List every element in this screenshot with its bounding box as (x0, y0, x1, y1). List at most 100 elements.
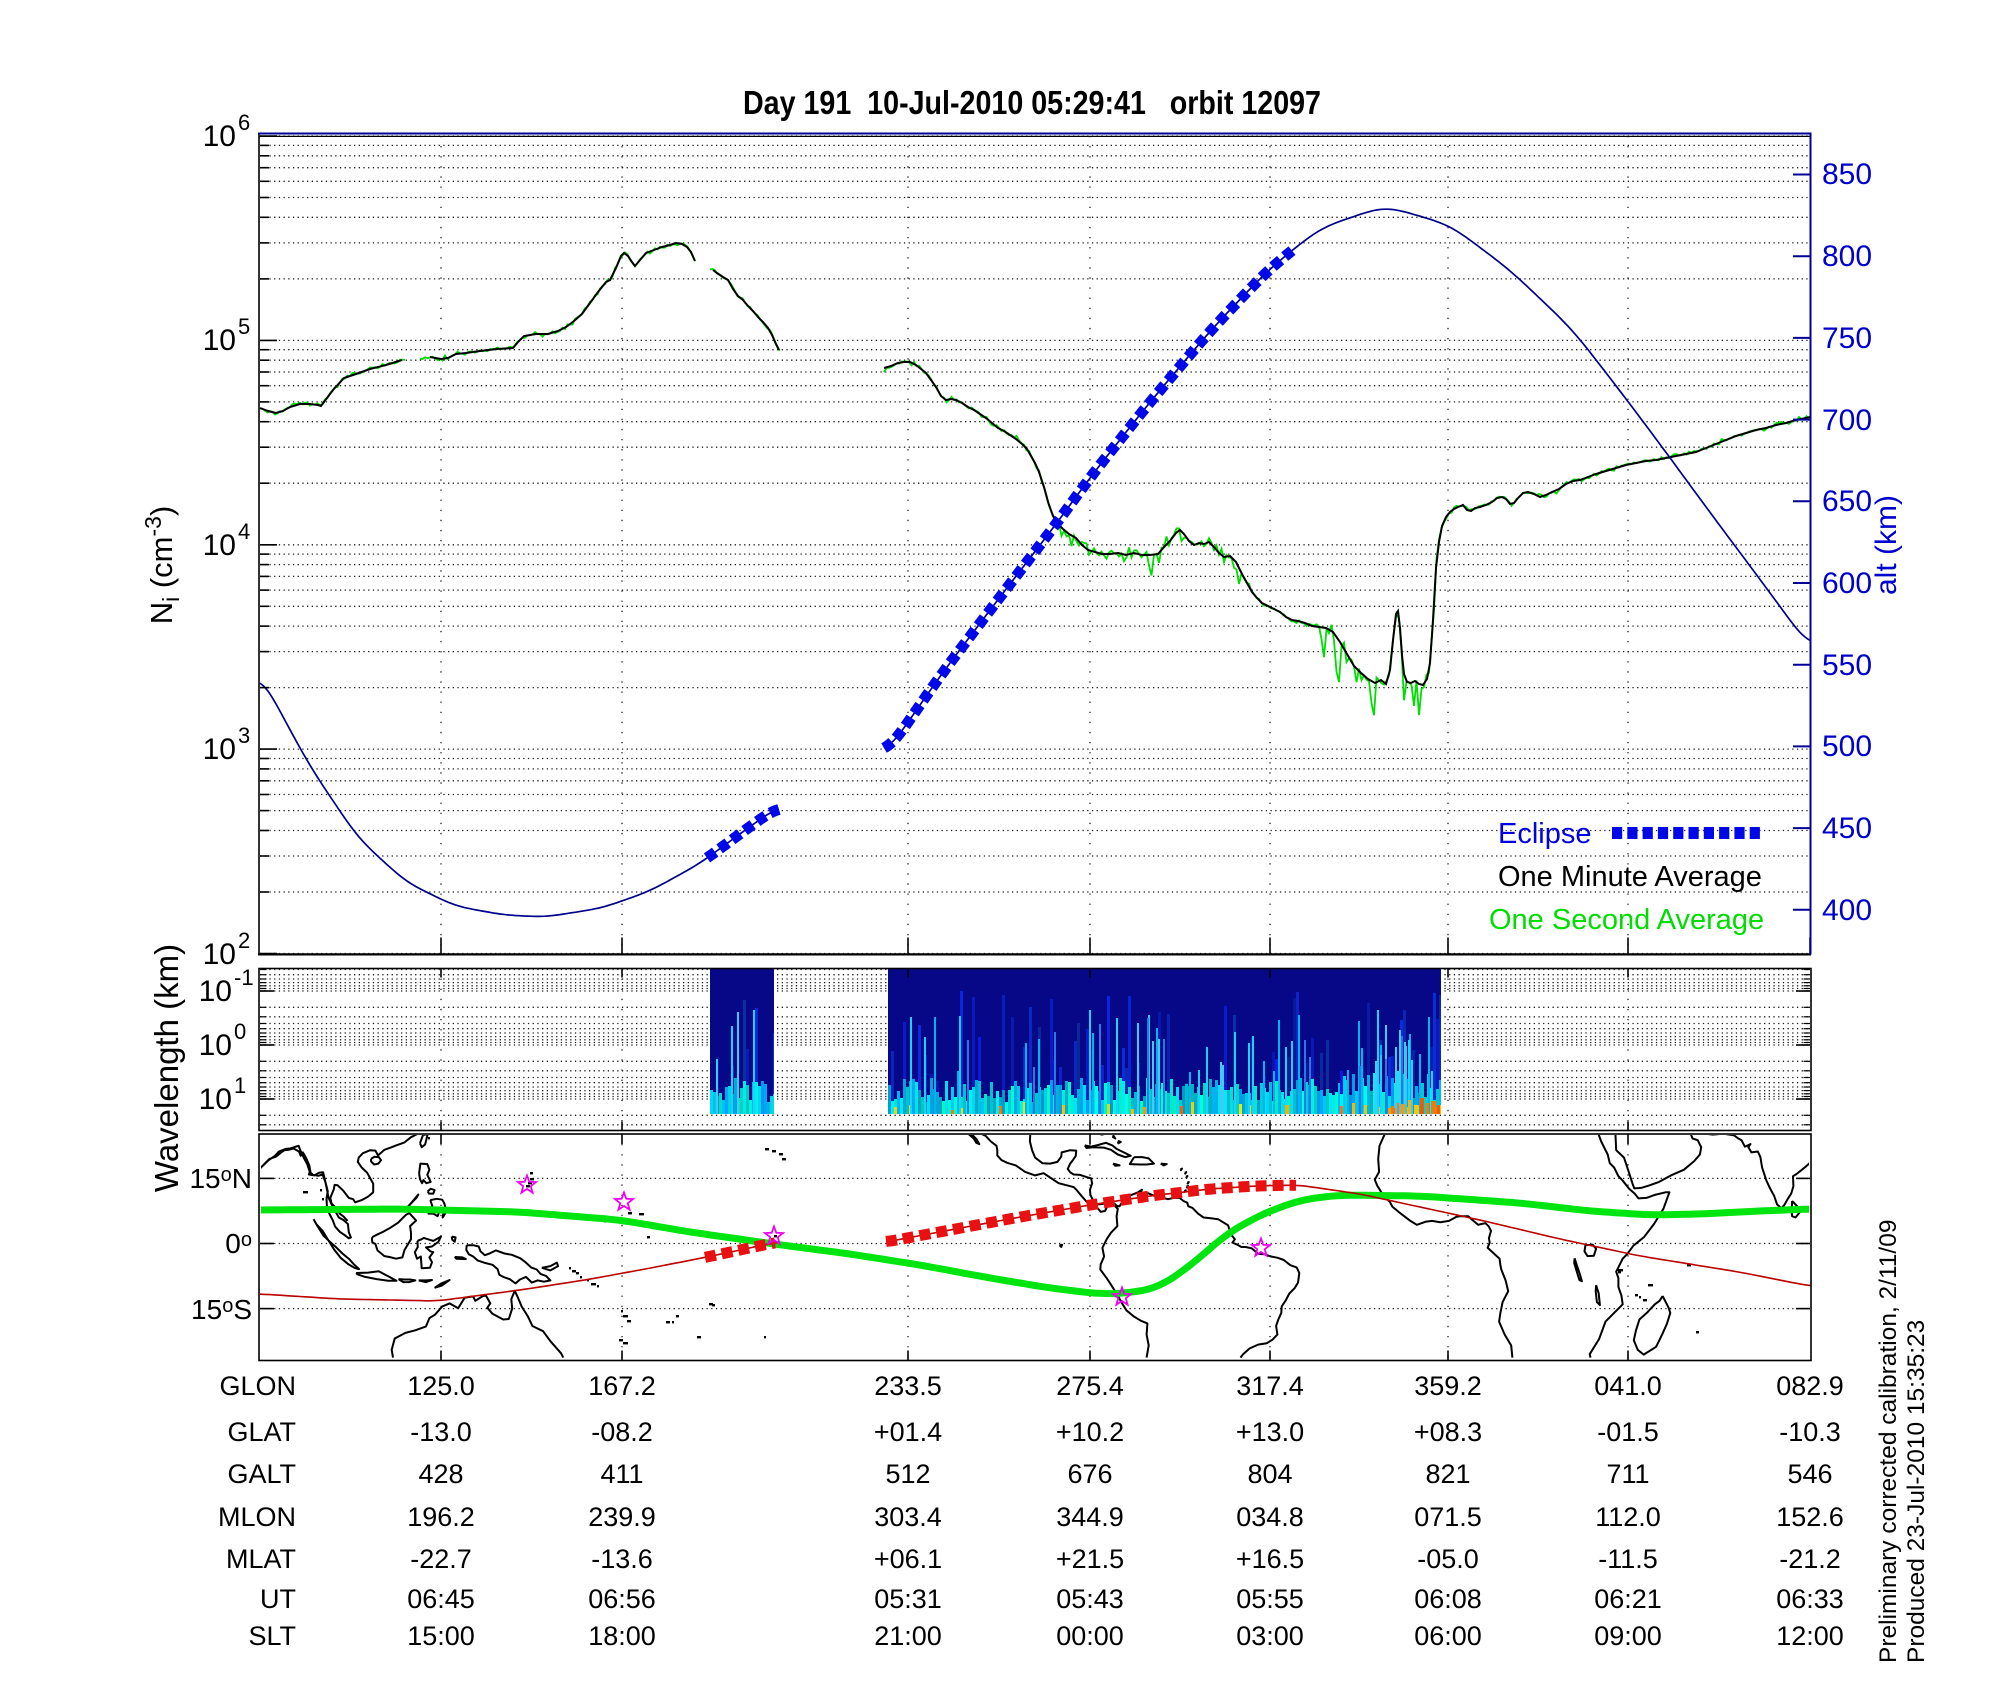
svg-text:03:00: 03:00 (1236, 1621, 1304, 1651)
svg-text:2: 2 (238, 928, 250, 953)
svg-text:+10.2: +10.2 (1056, 1417, 1124, 1447)
svg-text:167.2: 167.2 (588, 1371, 656, 1401)
svg-text:-21.2: -21.2 (1779, 1544, 1841, 1574)
svg-text:196.2: 196.2 (407, 1502, 475, 1532)
svg-text:18:00: 18:00 (588, 1621, 656, 1651)
svg-text:411: 411 (600, 1459, 643, 1489)
svg-text:5: 5 (238, 314, 250, 339)
svg-text:Preliminary corrected calibrat: Preliminary corrected calibration, 2/11/… (1875, 1220, 1902, 1663)
svg-text:-13.0: -13.0 (410, 1417, 472, 1447)
svg-text:400: 400 (1822, 894, 1872, 927)
svg-text:0o: 0o (225, 1228, 252, 1259)
svg-text:Eclipse: Eclipse (1498, 818, 1592, 850)
svg-text:-10.3: -10.3 (1779, 1417, 1841, 1447)
svg-text:650: 650 (1822, 485, 1872, 518)
svg-text:10: 10 (199, 1083, 232, 1116)
svg-text:850: 850 (1822, 158, 1872, 191)
svg-text:05:43: 05:43 (1056, 1584, 1124, 1614)
svg-text:4: 4 (238, 519, 250, 544)
svg-text:00:00: 00:00 (1056, 1621, 1124, 1651)
svg-text:804: 804 (1247, 1459, 1292, 1489)
svg-text:UT: UT (260, 1584, 296, 1614)
svg-text:+01.4: +01.4 (874, 1417, 942, 1447)
svg-text:+08.3: +08.3 (1414, 1417, 1482, 1447)
svg-text:15oS: 15oS (191, 1294, 252, 1325)
svg-text:550: 550 (1822, 649, 1872, 682)
svg-text:One Minute Average: One Minute Average (1498, 861, 1762, 893)
svg-text:10: 10 (199, 975, 232, 1008)
svg-text:-22.7: -22.7 (410, 1544, 472, 1574)
svg-text:-08.2: -08.2 (591, 1417, 653, 1447)
svg-text:10: 10 (203, 120, 236, 153)
svg-text:Ni (cm-3): Ni (cm-3) (140, 506, 184, 625)
svg-text:676: 676 (1067, 1459, 1112, 1489)
svg-text:600: 600 (1822, 567, 1872, 600)
svg-text:06:21: 06:21 (1594, 1584, 1662, 1614)
svg-text:GLAT: GLAT (227, 1417, 296, 1447)
svg-text:512: 512 (885, 1459, 930, 1489)
svg-text:344.9: 344.9 (1056, 1502, 1124, 1532)
svg-text:GLON: GLON (219, 1371, 296, 1401)
svg-text:0: 0 (234, 1019, 246, 1044)
svg-text:Produced 23-Jul-2010 15:35:23: Produced 23-Jul-2010 15:35:23 (1903, 1320, 1930, 1663)
svg-text:3: 3 (238, 723, 250, 748)
svg-text:750: 750 (1822, 322, 1872, 355)
svg-text:Wavelength (km): Wavelength (km) (148, 944, 185, 1192)
svg-text:06:33: 06:33 (1776, 1584, 1844, 1614)
svg-text:450: 450 (1822, 812, 1872, 845)
svg-text:034.8: 034.8 (1236, 1502, 1304, 1532)
svg-text:428: 428 (418, 1459, 463, 1489)
svg-text:-01.5: -01.5 (1597, 1417, 1659, 1447)
svg-text:-1: -1 (234, 965, 254, 990)
svg-text:SLT: SLT (248, 1621, 296, 1651)
svg-text:071.5: 071.5 (1414, 1502, 1482, 1532)
svg-text:+16.5: +16.5 (1236, 1544, 1304, 1574)
svg-text:1: 1 (234, 1073, 246, 1098)
svg-text:05:31: 05:31 (874, 1584, 942, 1614)
svg-text:MLAT: MLAT (226, 1544, 296, 1574)
svg-text:112.0: 112.0 (1595, 1502, 1661, 1532)
svg-text:21:00: 21:00 (874, 1621, 942, 1651)
svg-text:06:08: 06:08 (1414, 1584, 1482, 1614)
svg-text:+13.0: +13.0 (1236, 1417, 1304, 1447)
svg-text:GALT: GALT (227, 1459, 296, 1489)
svg-text:275.4: 275.4 (1056, 1371, 1124, 1401)
svg-text:One Second Average: One Second Average (1489, 904, 1764, 936)
svg-text:152.6: 152.6 (1776, 1502, 1844, 1532)
svg-text:500: 500 (1822, 730, 1872, 763)
svg-text:10: 10 (203, 529, 236, 562)
svg-text:-05.0: -05.0 (1417, 1544, 1479, 1574)
svg-text:041.0: 041.0 (1594, 1371, 1662, 1401)
svg-text:15:00: 15:00 (407, 1621, 475, 1651)
svg-text:alt (km): alt (km) (1870, 495, 1903, 595)
svg-text:12:00: 12:00 (1776, 1621, 1844, 1651)
svg-text:06:45: 06:45 (407, 1584, 475, 1614)
svg-text:05:55: 05:55 (1236, 1584, 1304, 1614)
svg-text:6: 6 (238, 110, 250, 135)
svg-text:359.2: 359.2 (1414, 1371, 1482, 1401)
svg-text:239.9: 239.9 (588, 1502, 656, 1532)
svg-text:233.5: 233.5 (874, 1371, 942, 1401)
svg-text:711: 711 (1606, 1459, 1649, 1489)
svg-text:125.0: 125.0 (407, 1371, 475, 1401)
svg-text:09:00: 09:00 (1594, 1621, 1662, 1651)
svg-text:821: 821 (1425, 1459, 1470, 1489)
svg-text:+06.1: +06.1 (874, 1544, 942, 1574)
svg-text:800: 800 (1822, 240, 1872, 273)
svg-text:082.9: 082.9 (1776, 1371, 1844, 1401)
svg-text:MLON: MLON (218, 1502, 296, 1532)
svg-text:303.4: 303.4 (874, 1502, 942, 1532)
svg-text:-11.5: -11.5 (1598, 1544, 1658, 1574)
svg-text:317.4: 317.4 (1236, 1371, 1304, 1401)
svg-text:+21.5: +21.5 (1056, 1544, 1124, 1574)
svg-text:10: 10 (203, 324, 236, 357)
svg-text:-13.6: -13.6 (591, 1544, 653, 1574)
svg-text:10: 10 (199, 1029, 232, 1062)
svg-text:10: 10 (203, 938, 236, 971)
svg-text:700: 700 (1822, 404, 1872, 437)
svg-text:06:00: 06:00 (1414, 1621, 1482, 1651)
svg-text:06:56: 06:56 (588, 1584, 656, 1614)
svg-text:546: 546 (1787, 1459, 1832, 1489)
svg-text:Day 191 10-Jul-2010 05:29:41: Day 191 10-Jul-2010 05:29:41 orbit 12097 (743, 84, 1321, 121)
svg-text:10: 10 (203, 733, 236, 766)
